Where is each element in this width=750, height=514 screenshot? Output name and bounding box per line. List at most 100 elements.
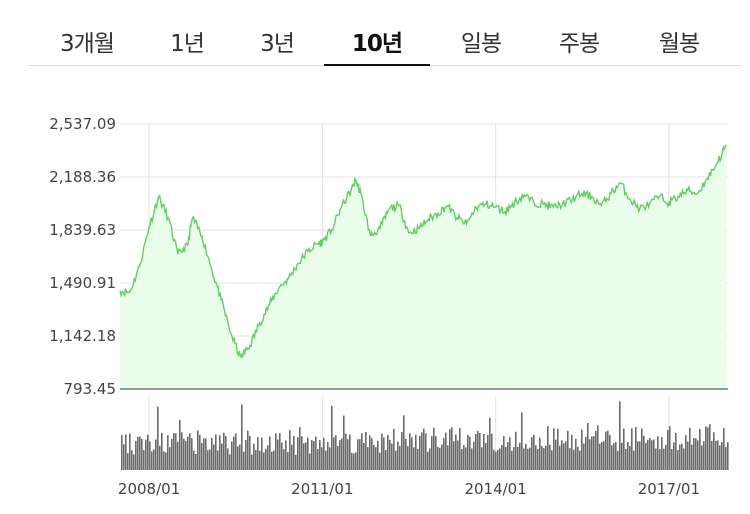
volume-bar (375, 447, 377, 470)
volume-bar (351, 452, 353, 470)
volume-bar (677, 450, 679, 470)
volume-bar (663, 448, 665, 470)
volume-bar (209, 449, 211, 470)
volume-bar (513, 447, 515, 470)
volume-bar (697, 440, 699, 470)
volume-bar (691, 444, 693, 470)
volume-bar (153, 449, 155, 470)
volume-bar (619, 401, 621, 470)
tab-daily[interactable]: 일봉 (460, 31, 502, 57)
volume-bar (265, 448, 267, 470)
volume-bar (519, 442, 521, 470)
tab-1-year[interactable]: 1년 (170, 31, 205, 57)
volume-bar (405, 439, 407, 470)
volume-bar (121, 434, 123, 470)
volume-bar (505, 447, 507, 470)
volume-bar (569, 448, 571, 470)
volume-bar (613, 443, 615, 470)
tab-weekly[interactable]: 주봉 (558, 31, 600, 57)
y-tick-label: 1,142.18 (49, 327, 116, 345)
volume-bar (447, 445, 449, 470)
volume-bar (363, 443, 365, 470)
volume-bar (627, 442, 629, 470)
volume-bar (587, 422, 589, 470)
volume-bar (463, 445, 465, 470)
volume-bar (211, 437, 213, 470)
volume-bar (547, 426, 549, 470)
volume-bar (683, 448, 685, 470)
volume-bar (607, 430, 609, 470)
volume-bar (687, 441, 689, 470)
volume-bar (181, 432, 183, 470)
volume-bar (467, 434, 469, 470)
volume-bar (493, 449, 495, 470)
volume-bar (259, 450, 261, 470)
volume-bar (421, 432, 423, 470)
volume-bar (297, 437, 299, 470)
volume-bar (517, 447, 519, 470)
volume-bar (465, 447, 467, 470)
tab-3-years[interactable]: 3년 (260, 31, 295, 57)
volume-bar (251, 454, 253, 470)
volume-bar (639, 441, 641, 470)
volume-bar (317, 449, 319, 470)
tab-monthly[interactable]: 월봉 (658, 31, 700, 57)
volume-bar (717, 440, 719, 470)
volume-bar (149, 441, 151, 470)
active-tab-underline (324, 64, 430, 66)
volume-bar (577, 446, 579, 470)
volume-bar (207, 450, 209, 470)
volume-bar (261, 437, 263, 470)
volume-bar (461, 449, 463, 470)
volume-bar (381, 433, 383, 470)
volume-bar (475, 433, 477, 470)
volume-bar (457, 440, 459, 470)
volume-bar (369, 435, 371, 470)
volume-bar (179, 419, 181, 470)
volume-bar (657, 436, 659, 470)
volume-bar (283, 449, 285, 470)
tab-10-years[interactable]: 10년 (351, 31, 403, 57)
volume-bar (593, 436, 595, 470)
volume-bar (377, 440, 379, 470)
volume-bar (315, 436, 317, 470)
volume-bar (387, 435, 389, 470)
volume-bar (557, 428, 559, 470)
chart-axis-labels: 2,537.09 2,188.36 1,839.63 1,490.91 1,142.18… (49, 115, 700, 498)
volume-bar (193, 450, 195, 470)
volume-bar (373, 445, 375, 470)
tab-3-months[interactable]: 3개월 (60, 31, 115, 57)
volume-bar (419, 436, 421, 470)
volume-bar (199, 434, 201, 470)
volume-bar (709, 424, 711, 470)
volume-bar (371, 438, 373, 470)
volume-bar (307, 437, 309, 470)
volume-bar (445, 432, 447, 470)
volume-bar (585, 436, 587, 470)
volume-bar (411, 437, 413, 470)
volume-bar (217, 450, 219, 470)
volume-bar (343, 415, 345, 470)
volume-bar (279, 433, 281, 470)
volume-bar (275, 433, 277, 470)
volume-bar (631, 428, 633, 470)
volume-bar (247, 430, 249, 470)
volume-bar (705, 426, 707, 470)
volume-bar (707, 427, 709, 470)
volume-bar (197, 430, 199, 470)
volume-bar (379, 452, 381, 470)
volume-bar (699, 429, 701, 470)
volume-bar (483, 433, 485, 470)
volume-bar (177, 441, 179, 470)
volume-bars (121, 401, 729, 470)
volume-bar (525, 444, 527, 470)
volume-bar (471, 448, 473, 470)
price-line (119, 144, 728, 359)
volume-bar (365, 432, 367, 470)
volume-bar (675, 432, 677, 470)
volume-bar (573, 449, 575, 470)
volume-bar (131, 450, 133, 470)
volume-bar (389, 439, 391, 470)
volume-bar (625, 448, 627, 470)
volume-bar (183, 438, 185, 470)
